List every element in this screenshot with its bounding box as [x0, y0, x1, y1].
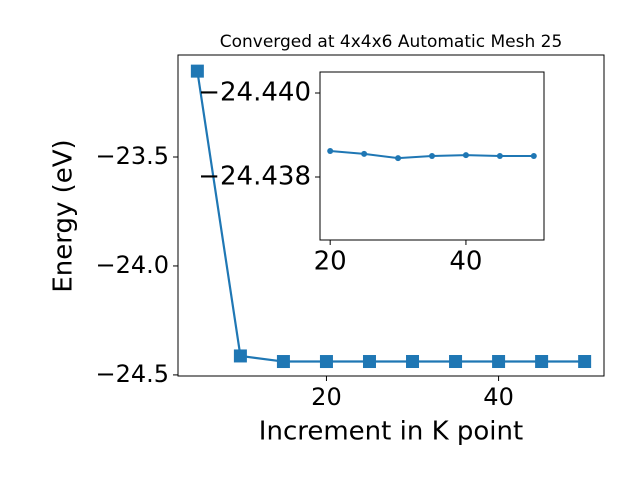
y-tick-label: −23.5: [95, 142, 169, 170]
marker: [276, 355, 290, 369]
marker: [361, 150, 368, 157]
series-line: [196, 70, 585, 363]
x-tick-label: 40: [449, 247, 482, 277]
marker: [319, 355, 333, 369]
y-tick-label: −24.0: [95, 251, 169, 279]
marker: [496, 153, 503, 159]
x-tick-label: 40: [483, 383, 514, 411]
y-axis-label: Energy (eV): [49, 139, 79, 292]
marker: [327, 147, 334, 154]
y-tick-label: −24.440: [198, 78, 311, 108]
x-tick-label: 20: [314, 247, 347, 277]
marker: [462, 152, 469, 159]
marker: [530, 153, 537, 159]
marker: [429, 153, 435, 159]
y-tick-label: −24.5: [95, 360, 169, 388]
marker: [395, 155, 402, 162]
chart-title: Converged at 4x4x6 Automatic Mesh 25: [220, 32, 563, 52]
y-tick-label: −24.438: [198, 162, 311, 192]
x-axis-label: Increment in K point: [259, 417, 523, 447]
marker: [233, 349, 247, 363]
marker: [535, 355, 549, 369]
marker: [406, 354, 420, 368]
marker: [578, 355, 592, 369]
marker: [492, 355, 506, 369]
marker: [190, 64, 204, 78]
marker: [362, 355, 376, 369]
marker: [449, 355, 463, 369]
x-tick-label: 20: [311, 383, 342, 411]
